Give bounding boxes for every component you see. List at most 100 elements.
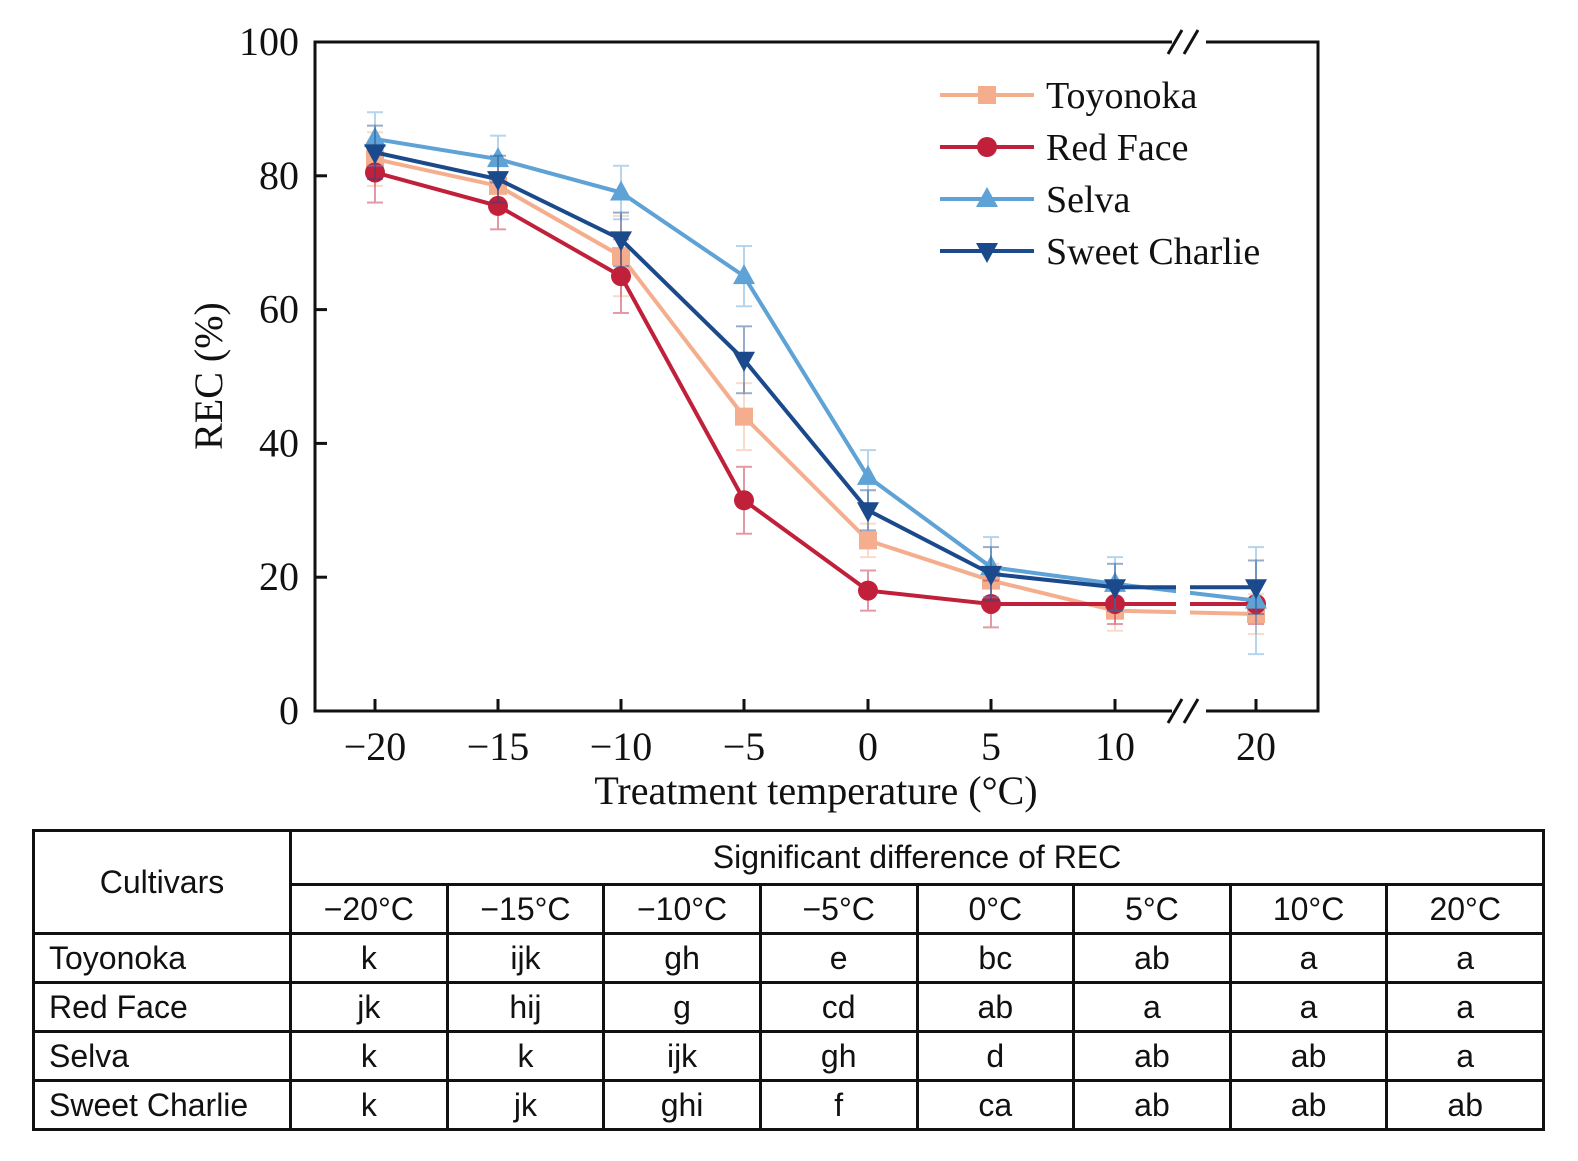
axis-break: [1166, 29, 1206, 724]
data-point: [980, 565, 1002, 586]
column-header: −5°C: [758, 883, 919, 935]
significance-cell: a: [1385, 981, 1545, 1033]
significance-cell: jk: [445, 1079, 606, 1131]
x-tick-label: −15: [467, 724, 530, 769]
significance-cell: ghi: [602, 1079, 762, 1131]
plot-frame: [313, 40, 1320, 713]
significance-cell: ab: [1072, 1030, 1232, 1082]
table-row: Sweet Charlie k jk ghi f ca ab ab ab: [32, 1079, 1545, 1131]
legend-item: Toyonoka: [940, 75, 1198, 117]
significance-cell: hij: [445, 981, 606, 1033]
significance-cell: ab: [1228, 1079, 1389, 1131]
significance-cell: ab: [915, 981, 1076, 1033]
significance-cell: cd: [758, 981, 919, 1033]
series-sweet-charlie: [364, 124, 1267, 615]
group-header: Significant difference of REC: [289, 829, 1545, 886]
significance-cell: a: [1385, 932, 1545, 984]
significance-cell: ca: [915, 1079, 1076, 1131]
legend-label: Selva: [1046, 179, 1131, 221]
data-point: [610, 231, 632, 252]
legend-label: Red Face: [1046, 127, 1188, 169]
significance-cell: d: [915, 1030, 1076, 1082]
legend: Toyonoka Red Face Selva Sweet Charlie: [940, 75, 1260, 273]
data-point: [610, 180, 632, 201]
x-tick-label: −20: [344, 724, 407, 769]
series-red-face: [365, 141, 1266, 629]
table-row: Selva k k ijk gh d ab ab a: [32, 1030, 1545, 1082]
y-tick-label: 100: [239, 19, 299, 64]
x-tick-label: 20: [1236, 724, 1276, 769]
data-point: [733, 264, 755, 285]
x-tick-label: 0: [858, 724, 878, 769]
data-point: [858, 580, 878, 601]
data-point: [487, 147, 509, 168]
significance-cell: gh: [758, 1030, 919, 1082]
significance-cell: g: [602, 981, 762, 1033]
series-line: [374, 157, 1257, 616]
data-point: [611, 266, 631, 287]
significance-cell: ab: [1072, 932, 1232, 984]
significance-cell: a: [1072, 981, 1232, 1033]
data-point: [1245, 579, 1267, 600]
x-tick-label: 10: [1095, 724, 1135, 769]
series-line: [374, 137, 1257, 603]
series-line: [374, 150, 1256, 590]
rec-line-chart: 0 20 40 60 80 100 −20 −15 −10 −5 0 5 10 20 REC (%) Tr…: [186, 19, 1320, 813]
data-point: [1105, 593, 1125, 614]
cultivar-name: Red Face: [32, 981, 292, 1033]
column-header: 0°C: [915, 883, 1076, 935]
legend-label: Toyonoka: [1046, 75, 1198, 117]
significance-cell: a: [1228, 932, 1389, 984]
y-tick-label: 40: [259, 420, 299, 465]
column-header: 10°C: [1228, 883, 1389, 935]
series-line: [374, 170, 1256, 606]
data-point: [733, 351, 755, 372]
significance-cell: k: [445, 1030, 606, 1082]
data-point: [735, 407, 753, 426]
significance-cell: k: [289, 932, 449, 984]
significance-cell: jk: [289, 981, 449, 1033]
significance-cell: a: [1385, 1030, 1545, 1082]
y-tick-label: 80: [259, 153, 299, 198]
significance-cell: ijk: [445, 932, 606, 984]
column-header: −15°C: [445, 883, 606, 935]
cultivar-name: Selva: [32, 1030, 292, 1082]
column-header: −10°C: [602, 883, 762, 935]
x-tick-label: −5: [723, 724, 766, 769]
data-point: [487, 171, 509, 192]
legend-label: Sweet Charlie: [1046, 231, 1260, 273]
significance-cell: bc: [915, 932, 1076, 984]
column-header: 5°C: [1072, 883, 1232, 935]
data-point: [488, 195, 508, 216]
table-row: Toyonoka k ijk gh e bc ab a a: [32, 932, 1545, 984]
column-header: −20°C: [289, 883, 449, 935]
data-point: [857, 502, 879, 523]
y-axis-title: REC (%): [186, 302, 231, 450]
x-axis-title: Treatment temperature (°C): [594, 768, 1037, 813]
data-point: [981, 593, 1001, 614]
significance-cell: e: [758, 932, 919, 984]
x-tick-label: −10: [590, 724, 653, 769]
data-point: [859, 531, 877, 550]
significance-cell: gh: [602, 932, 762, 984]
significance-cell: k: [289, 1030, 449, 1082]
data-point: [364, 127, 386, 148]
data-point: [364, 144, 386, 165]
y-tick-label: 60: [259, 287, 299, 332]
y-tick-label: 0: [279, 688, 299, 733]
y-tick-label: 20: [259, 554, 299, 599]
significance-cell: ab: [1385, 1079, 1545, 1131]
x-tick-label: 5: [981, 724, 1001, 769]
data-point: [1104, 579, 1126, 600]
column-header: 20°C: [1385, 883, 1545, 935]
cultivars-header: Cultivars: [32, 829, 292, 935]
significance-table: Cultivars Significant difference of REC …: [32, 829, 1545, 1131]
data-point: [612, 247, 630, 266]
legend-item: Selva: [940, 179, 1131, 221]
data-point: [365, 162, 385, 183]
legend-item: Red Face: [940, 127, 1188, 169]
significance-cell: k: [289, 1079, 449, 1131]
legend-item: Sweet Charlie: [940, 231, 1260, 273]
table-row: Red Face jk hij g cd ab a a a: [32, 981, 1545, 1033]
significance-cell: f: [758, 1079, 919, 1131]
